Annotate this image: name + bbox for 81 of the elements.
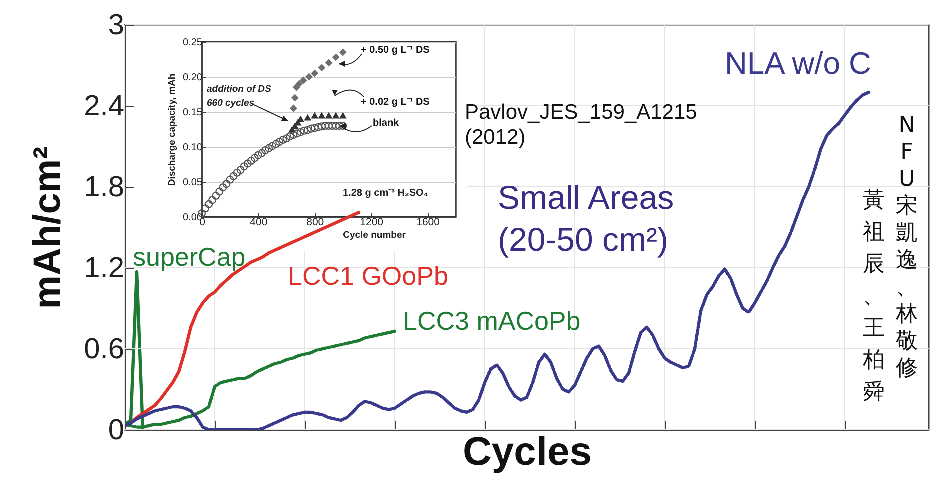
point <box>244 160 252 168</box>
point <box>236 166 245 174</box>
point <box>318 64 326 72</box>
point <box>250 154 259 162</box>
series-label: superCap <box>133 242 246 272</box>
point <box>314 123 322 132</box>
point <box>304 126 312 134</box>
annotation: addition of DS 660 cycles <box>207 84 272 109</box>
series-label: + 0.50 g L⁻¹ DS <box>361 45 430 56</box>
point <box>339 112 347 119</box>
y-tick-label: 2.4 <box>84 90 124 122</box>
y-tick-label: 1.8 <box>84 172 124 204</box>
point <box>202 204 210 213</box>
y-tick-label: 0 <box>108 414 124 446</box>
point <box>332 54 340 62</box>
point <box>272 140 280 148</box>
point <box>339 48 347 56</box>
point <box>233 168 242 177</box>
point <box>311 70 319 78</box>
x-tick-label: 400 <box>250 216 268 228</box>
point <box>276 138 284 146</box>
point <box>328 122 337 130</box>
point <box>261 146 270 155</box>
point <box>293 130 302 138</box>
point <box>254 151 262 160</box>
point <box>332 122 340 130</box>
point <box>296 128 305 136</box>
y-axis-title: Discharge capacity, mAh <box>167 74 178 186</box>
point <box>310 124 319 132</box>
x-tick-label: 800 <box>306 216 324 228</box>
point <box>247 156 256 166</box>
point <box>258 149 266 158</box>
y-tick-label: 1.2 <box>84 252 124 284</box>
point <box>208 196 217 204</box>
point <box>282 134 291 143</box>
series-label: LCC1 GOoPb <box>288 261 448 291</box>
point <box>290 131 298 140</box>
point <box>318 112 326 119</box>
point <box>212 192 220 200</box>
annotation: Pavlov_JES_159_A1215 (2012) <box>465 101 698 149</box>
x-axis-title: Cycle number <box>343 230 406 241</box>
annotation: 黃祖辰、王柏舜 <box>862 188 885 405</box>
point <box>300 76 308 84</box>
point <box>296 80 304 88</box>
point <box>324 122 334 130</box>
y-axis-title: mAh/cm² <box>27 146 70 310</box>
point <box>205 200 214 208</box>
point <box>336 122 344 130</box>
point <box>226 176 234 184</box>
annotation: 1.28 g cm⁻³ H₂SO₄ <box>343 188 429 199</box>
text: NFU 宋凱逸、林敬修 <box>896 113 918 381</box>
annotation: Small Areas (20-50 cm²) <box>498 179 674 258</box>
point <box>304 114 312 121</box>
point <box>300 126 308 135</box>
x-tick-label: 1600 <box>416 216 440 228</box>
x-tick-label: 1200 <box>360 216 384 228</box>
point <box>332 112 340 119</box>
point <box>265 144 274 152</box>
point <box>240 162 248 171</box>
point <box>222 180 231 188</box>
point <box>279 136 288 144</box>
series-label: + 0.02 g L⁻¹ DS <box>361 97 430 108</box>
point <box>216 188 224 196</box>
point <box>219 184 228 192</box>
point <box>268 142 277 150</box>
point <box>286 132 294 141</box>
point <box>318 122 326 131</box>
point <box>307 124 316 133</box>
series-label: LCC3 mACoPb <box>403 306 581 336</box>
y-tick-label: 3 <box>108 10 124 42</box>
point <box>311 112 319 119</box>
x-axis-title: Cycles <box>463 430 592 474</box>
point <box>297 116 304 122</box>
point <box>291 94 299 102</box>
point <box>230 172 238 180</box>
point <box>321 122 330 130</box>
point <box>325 112 333 119</box>
y-tick-label: 0.6 <box>84 334 124 366</box>
point <box>325 59 333 67</box>
text: blank <box>373 118 400 129</box>
series-label: NLA w/o C <box>725 46 872 81</box>
